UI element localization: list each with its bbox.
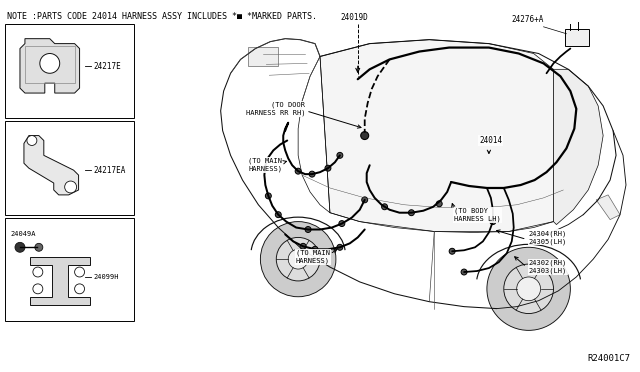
Circle shape: [490, 219, 496, 225]
Circle shape: [361, 132, 369, 140]
Bar: [248, 46, 278, 66]
Circle shape: [35, 243, 43, 251]
Circle shape: [487, 247, 570, 330]
Circle shape: [295, 168, 301, 174]
Circle shape: [260, 222, 336, 297]
Circle shape: [288, 249, 308, 269]
Circle shape: [461, 269, 467, 275]
Circle shape: [309, 171, 315, 177]
Polygon shape: [596, 195, 620, 219]
Polygon shape: [320, 40, 554, 231]
Text: 24217E: 24217E: [93, 62, 121, 71]
Circle shape: [337, 153, 343, 158]
Text: 24302(RH)
24303(LH): 24302(RH) 24303(LH): [529, 260, 567, 274]
Bar: [5, 218, 134, 321]
Circle shape: [449, 248, 455, 254]
Text: 24217EA: 24217EA: [93, 166, 126, 175]
Circle shape: [276, 237, 320, 281]
Text: 24049A: 24049A: [10, 231, 36, 237]
Circle shape: [65, 181, 77, 193]
Text: (TO MAIN
HARNESS): (TO MAIN HARNESS): [248, 158, 282, 173]
Circle shape: [337, 244, 343, 250]
Circle shape: [362, 197, 368, 203]
Text: 24099H: 24099H: [93, 274, 119, 280]
Polygon shape: [20, 39, 79, 93]
Text: R24001C7: R24001C7: [587, 354, 630, 363]
Circle shape: [339, 221, 345, 227]
FancyBboxPatch shape: [565, 29, 589, 46]
Circle shape: [40, 54, 60, 73]
Text: 24304(RH)
24305(LH): 24304(RH) 24305(LH): [529, 230, 567, 245]
Polygon shape: [30, 257, 90, 305]
Text: (TO BODY
HARNESS LH): (TO BODY HARNESS LH): [454, 208, 501, 222]
Text: (TO DOOR
HARNESS RR RH): (TO DOOR HARNESS RR RH): [246, 102, 305, 116]
Circle shape: [33, 267, 43, 277]
Circle shape: [75, 284, 84, 294]
Circle shape: [275, 212, 281, 218]
Circle shape: [33, 284, 43, 294]
Text: NOTE :PARTS CODE 24014 HARNESS ASSY INCLUDES *■ *MARKED PARTS.: NOTE :PARTS CODE 24014 HARNESS ASSY INCL…: [7, 12, 317, 21]
Circle shape: [436, 201, 442, 207]
Circle shape: [516, 277, 541, 301]
Text: 24276+A: 24276+A: [511, 15, 543, 24]
Circle shape: [325, 165, 331, 171]
Circle shape: [27, 135, 37, 145]
Circle shape: [305, 227, 311, 232]
Text: (TO MAIN
HARNESS): (TO MAIN HARNESS): [296, 250, 330, 264]
Polygon shape: [554, 69, 603, 225]
Polygon shape: [24, 135, 79, 195]
Circle shape: [312, 246, 318, 252]
Bar: [25, 46, 75, 83]
Bar: [5, 24, 134, 118]
Circle shape: [381, 204, 388, 210]
Circle shape: [408, 210, 414, 216]
Circle shape: [504, 264, 554, 314]
Circle shape: [266, 193, 271, 199]
Text: 24014: 24014: [479, 136, 502, 145]
Text: 24019D: 24019D: [341, 13, 369, 22]
Circle shape: [300, 243, 306, 249]
Circle shape: [75, 267, 84, 277]
Circle shape: [15, 243, 25, 252]
Bar: [5, 121, 134, 215]
